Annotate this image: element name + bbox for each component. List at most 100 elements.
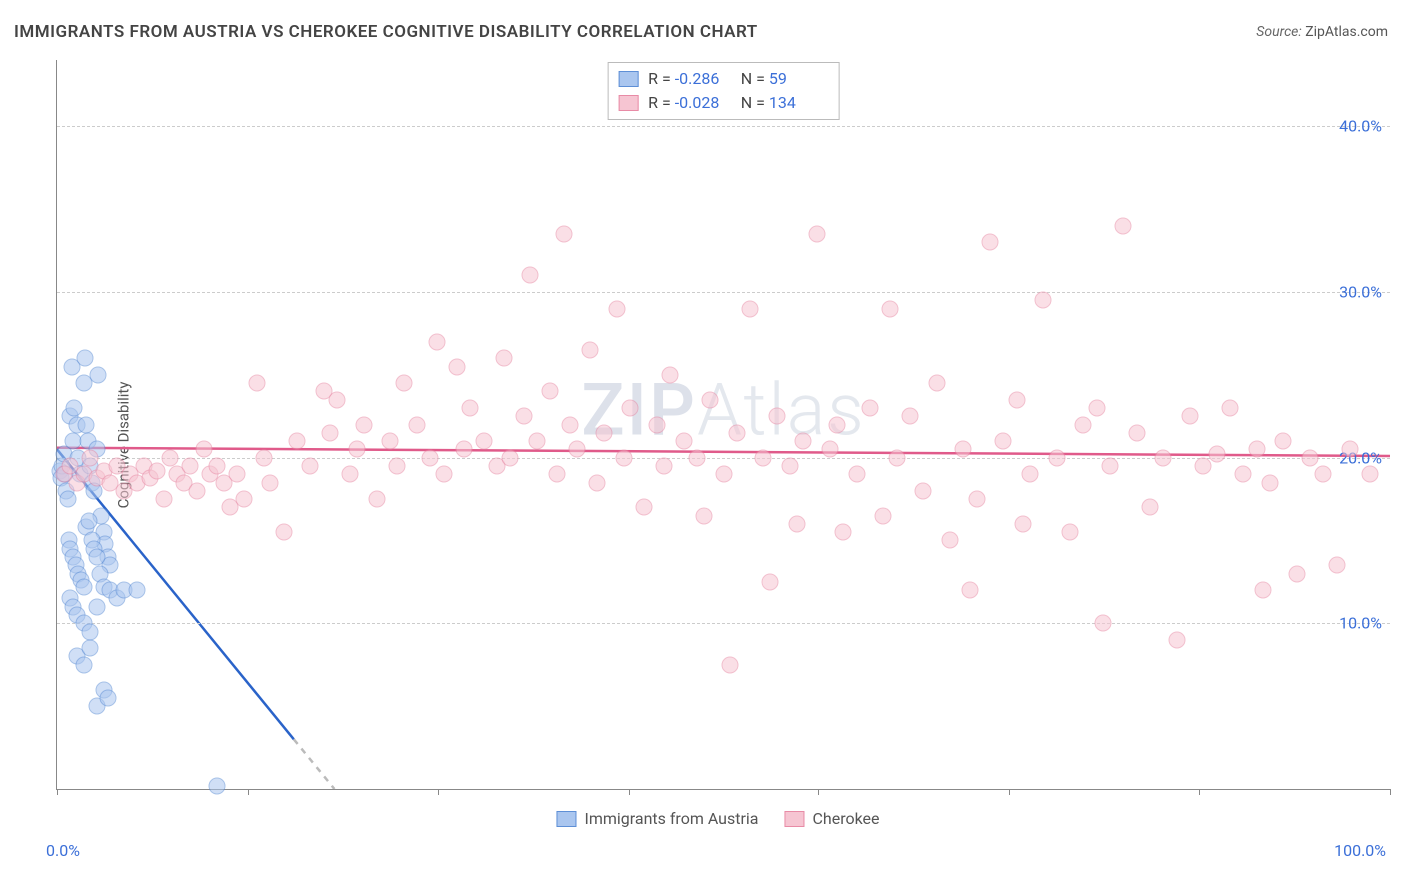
data-point	[78, 416, 95, 433]
data-point	[355, 416, 372, 433]
data-point	[322, 424, 339, 441]
data-point	[495, 350, 512, 367]
data-point	[342, 466, 359, 483]
data-point	[462, 399, 479, 416]
data-point	[808, 225, 825, 242]
series-legend: Immigrants from Austria Cherokee	[556, 809, 879, 828]
data-point	[675, 433, 692, 450]
x-tick	[248, 789, 249, 795]
data-point	[902, 408, 919, 425]
r-value-a: -0.286	[675, 67, 731, 91]
data-point	[655, 457, 672, 474]
data-point	[228, 466, 245, 483]
gridline	[57, 623, 1390, 624]
n-value-a: 59	[769, 67, 825, 91]
data-point	[155, 491, 172, 508]
data-point	[1128, 424, 1145, 441]
data-point	[1302, 449, 1319, 466]
data-point	[1288, 565, 1305, 582]
data-point	[582, 341, 599, 358]
data-point	[968, 491, 985, 508]
data-point	[235, 491, 252, 508]
data-point	[195, 441, 212, 458]
data-point	[59, 491, 76, 508]
data-point	[515, 408, 532, 425]
data-point	[635, 499, 652, 516]
data-point	[1248, 441, 1265, 458]
data-point	[182, 457, 199, 474]
data-point	[82, 640, 99, 657]
data-point	[88, 549, 105, 566]
plot-area: ZIPAtlas R = -0.286 N = 59 R = -0.028 N …	[56, 60, 1390, 790]
data-point	[148, 462, 165, 479]
data-point	[1362, 466, 1379, 483]
legend-label-a: Immigrants from Austria	[584, 809, 758, 828]
data-point	[528, 433, 545, 450]
data-point	[982, 234, 999, 251]
data-point	[882, 300, 899, 317]
data-point	[695, 507, 712, 524]
data-point	[542, 383, 559, 400]
data-point	[382, 433, 399, 450]
data-point	[1328, 557, 1345, 574]
data-point	[128, 582, 145, 599]
data-point	[762, 573, 779, 590]
x-tick	[818, 789, 819, 795]
data-point	[995, 433, 1012, 450]
data-point	[302, 457, 319, 474]
data-point	[75, 656, 92, 673]
data-point	[1255, 582, 1272, 599]
x-tick	[1199, 789, 1200, 795]
legend-swatch-a	[556, 811, 576, 827]
data-point	[428, 333, 445, 350]
data-point	[408, 416, 425, 433]
data-point	[688, 449, 705, 466]
data-point	[548, 466, 565, 483]
data-point	[1095, 615, 1112, 632]
data-point	[82, 449, 99, 466]
data-point	[615, 449, 632, 466]
data-point	[1075, 416, 1092, 433]
data-point	[755, 449, 772, 466]
legend-label-b: Cherokee	[813, 809, 880, 828]
x-tick	[438, 789, 439, 795]
data-point	[662, 366, 679, 383]
data-point	[90, 366, 107, 383]
data-point	[595, 424, 612, 441]
data-point	[1115, 217, 1132, 234]
x-tick	[57, 789, 58, 795]
stats-row-series-a: R = -0.286 N = 59	[618, 67, 825, 91]
legend-swatch-b	[785, 811, 805, 827]
data-point	[76, 350, 93, 367]
r-value-b: -0.028	[675, 91, 731, 115]
data-point	[702, 391, 719, 408]
data-point	[1048, 449, 1065, 466]
data-point	[875, 507, 892, 524]
gridline	[57, 292, 1390, 293]
data-point	[562, 416, 579, 433]
data-point	[435, 466, 452, 483]
data-point	[1015, 515, 1032, 532]
data-point	[248, 375, 265, 392]
swatch-series-a	[618, 71, 638, 87]
stats-row-series-b: R = -0.028 N = 134	[618, 91, 825, 115]
source-value: ZipAtlas.com	[1305, 24, 1388, 40]
data-point	[66, 399, 83, 416]
data-point	[822, 441, 839, 458]
data-point	[1342, 441, 1359, 458]
data-point	[1008, 391, 1025, 408]
data-point	[788, 515, 805, 532]
data-point	[1155, 449, 1172, 466]
data-point	[742, 300, 759, 317]
data-point	[1208, 446, 1225, 463]
data-point	[275, 524, 292, 541]
data-point	[448, 358, 465, 375]
data-point	[1102, 457, 1119, 474]
data-point	[262, 474, 279, 491]
data-point	[1088, 399, 1105, 416]
gridline	[57, 126, 1390, 127]
data-point	[1182, 408, 1199, 425]
x-tick	[1009, 789, 1010, 795]
swatch-series-b	[618, 95, 638, 111]
data-point	[795, 433, 812, 450]
